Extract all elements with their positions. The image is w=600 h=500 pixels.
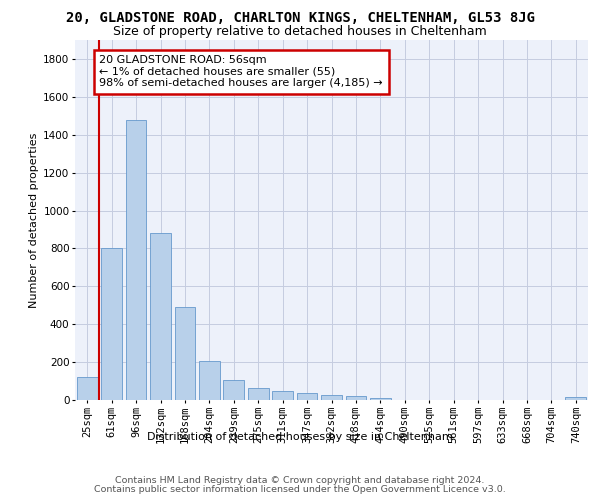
Text: 20, GLADSTONE ROAD, CHARLTON KINGS, CHELTENHAM, GL53 8JG: 20, GLADSTONE ROAD, CHARLTON KINGS, CHEL… — [65, 11, 535, 25]
Text: Contains public sector information licensed under the Open Government Licence v3: Contains public sector information licen… — [94, 485, 506, 494]
Text: Size of property relative to detached houses in Cheltenham: Size of property relative to detached ho… — [113, 25, 487, 38]
Bar — [296, 394, 317, 400]
Bar — [346, 396, 367, 400]
Bar — [223, 380, 244, 400]
Bar — [175, 307, 196, 400]
Bar — [248, 388, 269, 400]
Text: Distribution of detached houses by size in Cheltenham: Distribution of detached houses by size … — [147, 432, 453, 442]
Bar — [565, 397, 586, 400]
Bar — [125, 120, 146, 400]
Bar — [272, 392, 293, 400]
Bar — [199, 361, 220, 400]
Bar — [77, 378, 98, 400]
Y-axis label: Number of detached properties: Number of detached properties — [29, 132, 39, 308]
Bar — [150, 234, 171, 400]
Text: 20 GLADSTONE ROAD: 56sqm
← 1% of detached houses are smaller (55)
98% of semi-de: 20 GLADSTONE ROAD: 56sqm ← 1% of detache… — [100, 55, 383, 88]
Bar — [370, 398, 391, 400]
Bar — [321, 396, 342, 400]
Text: Contains HM Land Registry data © Crown copyright and database right 2024.: Contains HM Land Registry data © Crown c… — [115, 476, 485, 485]
Bar — [101, 248, 122, 400]
